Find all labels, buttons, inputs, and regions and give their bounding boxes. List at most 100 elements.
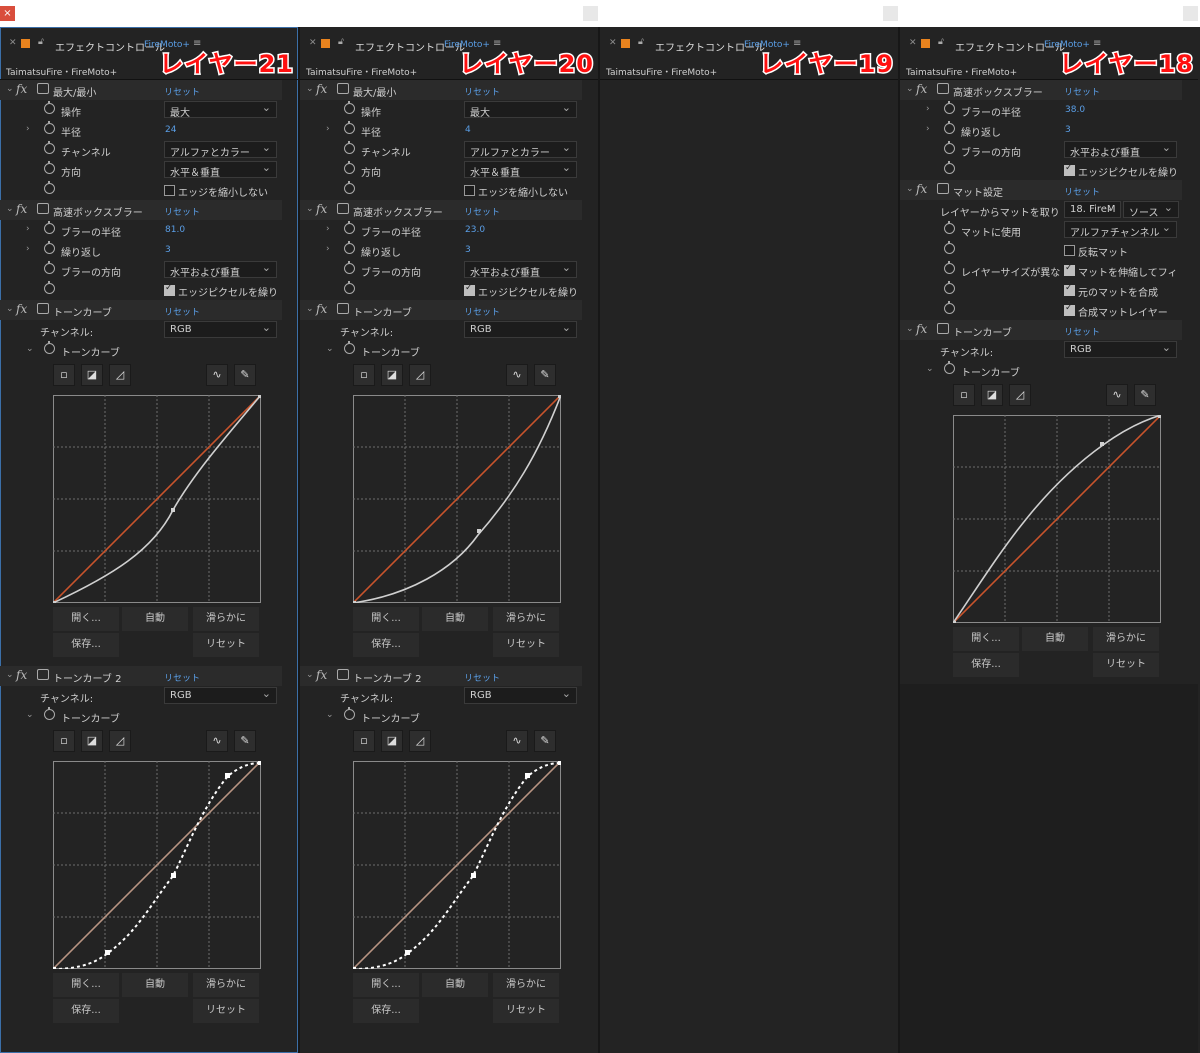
chevron-down-icon[interactable]: ⌄	[906, 324, 914, 334]
fx-icon[interactable]: fx	[16, 302, 28, 316]
stopwatch-icon[interactable]	[344, 101, 355, 114]
stopwatch-icon[interactable]	[44, 161, 55, 174]
size-large-icon[interactable]: ◿	[409, 364, 431, 386]
curves-channel-dropdown[interactable]: RGB	[164, 321, 277, 338]
panel-divider[interactable]	[898, 27, 900, 1053]
effect-curves-2[interactable]: ⌄ fx トーンカーブ 2 リセット	[0, 666, 282, 686]
fx-icon[interactable]: fx	[16, 202, 28, 216]
fx-icon[interactable]: fx	[916, 322, 928, 336]
reset-link[interactable]: リセット	[464, 674, 501, 684]
size-medium-icon[interactable]: ◪	[981, 384, 1003, 406]
curves-auto-button[interactable]: 自動	[122, 607, 188, 631]
curves-save-button[interactable]: 保存...	[53, 633, 119, 657]
stopwatch-icon[interactable]	[944, 161, 955, 174]
curves-open-button[interactable]: 開く...	[53, 973, 119, 997]
blur-radius-value[interactable]: 38.0	[1065, 105, 1086, 115]
blur-direction-dropdown[interactable]: 水平および垂直	[1064, 141, 1177, 159]
curves-channel-dropdown[interactable]: RGB	[164, 687, 277, 704]
reset-link[interactable]: リセット	[1064, 328, 1101, 338]
curves-save-button[interactable]: 保存...	[53, 999, 119, 1023]
chevron-right-icon[interactable]: ›	[326, 224, 330, 234]
channel-dropdown[interactable]: アルファとカラー	[464, 141, 577, 159]
fx-icon[interactable]: fx	[316, 202, 328, 216]
curves-auto-button[interactable]: 自動	[1022, 627, 1088, 651]
size-small-icon[interactable]: ▫	[53, 730, 75, 752]
stopwatch-icon[interactable]	[944, 141, 955, 154]
lock-icon[interactable]: 🔓︎	[938, 37, 944, 47]
curves-reset-button[interactable]: リセット	[493, 999, 559, 1023]
bezier-tool-icon[interactable]: ∿	[506, 364, 528, 386]
chevron-down-icon[interactable]: ⌄	[906, 184, 914, 194]
chevron-right-icon[interactable]: ›	[26, 224, 30, 234]
curves-open-button[interactable]: 開く...	[953, 627, 1019, 651]
chevron-down-icon[interactable]: ⌄	[6, 204, 14, 214]
direction-dropdown[interactable]: 水平＆垂直	[464, 161, 577, 179]
hamburger-menu-icon[interactable]: ≡	[1093, 38, 1102, 49]
bezier-tool-icon[interactable]: ∿	[1106, 384, 1128, 406]
stopwatch-icon[interactable]	[44, 707, 55, 720]
repeat-edge-checkbox[interactable]	[164, 283, 175, 296]
size-small-icon[interactable]: ▫	[53, 364, 75, 386]
stopwatch-icon[interactable]	[44, 181, 55, 194]
close-icon[interactable]: ✕	[909, 38, 917, 48]
chevron-down-icon[interactable]: ⌄	[6, 670, 14, 680]
curves-save-button[interactable]: 保存...	[953, 653, 1019, 677]
stopwatch-icon[interactable]	[944, 121, 955, 134]
curves-save-button[interactable]: 保存...	[353, 633, 419, 657]
effect-curves[interactable]: ⌄ fx トーンカーブ リセット	[300, 300, 582, 320]
stopwatch-icon[interactable]	[44, 281, 55, 294]
size-large-icon[interactable]: ◿	[1009, 384, 1031, 406]
hamburger-menu-icon[interactable]: ≡	[793, 38, 802, 49]
premultiply-checkbox[interactable]	[1064, 303, 1075, 316]
curves-channel-dropdown[interactable]: RGB	[464, 321, 577, 338]
curves-smooth-button[interactable]: 滑らかに	[193, 973, 259, 997]
chevron-right-icon[interactable]: ›	[926, 124, 930, 134]
curve-graph[interactable]	[352, 394, 562, 605]
stopwatch-icon[interactable]	[344, 181, 355, 194]
pencil-tool-icon[interactable]: ✎	[534, 730, 556, 752]
repeat-edge-checkbox[interactable]	[464, 283, 475, 296]
operation-dropdown[interactable]: 最大	[164, 101, 277, 119]
effect-matte[interactable]: ⌄ fx マット設定 リセット	[900, 180, 1182, 200]
stopwatch-icon[interactable]	[944, 241, 955, 254]
stopwatch-icon[interactable]	[344, 707, 355, 720]
curves-open-button[interactable]: 開く...	[353, 973, 419, 997]
stopwatch-icon[interactable]	[44, 241, 55, 254]
chevron-down-icon[interactable]: ⌄	[326, 710, 334, 720]
stopwatch-icon[interactable]	[944, 301, 955, 314]
fx-icon[interactable]: fx	[316, 668, 328, 682]
close-icon[interactable]: ✕	[609, 38, 617, 48]
panel-divider[interactable]	[598, 27, 600, 1053]
blur-direction-dropdown[interactable]: 水平および垂直	[464, 261, 577, 279]
stopwatch-icon[interactable]	[344, 141, 355, 154]
pencil-tool-icon[interactable]: ✎	[234, 364, 256, 386]
chevron-down-icon[interactable]: ⌄	[6, 84, 14, 94]
radius-value[interactable]: 4	[465, 125, 471, 135]
layer-link[interactable]: FireMoto+	[444, 40, 490, 50]
curves-smooth-button[interactable]: 滑らかに	[493, 973, 559, 997]
pencil-tool-icon[interactable]: ✎	[1134, 384, 1156, 406]
curves-reset-button[interactable]: リセット	[1093, 653, 1159, 677]
iterations-value[interactable]: 3	[1065, 125, 1071, 135]
blur-radius-value[interactable]: 23.0	[465, 225, 486, 235]
chevron-down-icon[interactable]: ⌄	[306, 204, 314, 214]
curves-open-button[interactable]: 開く...	[353, 607, 419, 631]
size-small-icon[interactable]: ▫	[353, 730, 375, 752]
curves-auto-button[interactable]: 自動	[122, 973, 188, 997]
size-large-icon[interactable]: ◿	[109, 364, 131, 386]
fx-icon[interactable]: fx	[916, 182, 928, 196]
reset-link[interactable]: リセット	[1064, 88, 1101, 98]
curve-graph[interactable]	[52, 394, 262, 605]
size-medium-icon[interactable]: ◪	[81, 730, 103, 752]
chevron-down-icon[interactable]: ⌄	[26, 710, 34, 720]
size-medium-icon[interactable]: ◪	[381, 364, 403, 386]
curves-reset-button[interactable]: リセット	[193, 633, 259, 657]
fx-icon[interactable]: fx	[916, 82, 928, 96]
bezier-tool-icon[interactable]: ∿	[506, 730, 528, 752]
layer-link[interactable]: FireMoto+	[744, 40, 790, 50]
curves-smooth-button[interactable]: 滑らかに	[193, 607, 259, 631]
fx-icon[interactable]: fx	[16, 668, 28, 682]
stopwatch-icon[interactable]	[44, 221, 55, 234]
stretch-checkbox[interactable]	[1064, 263, 1075, 276]
chevron-down-icon[interactable]: ⌄	[6, 304, 14, 314]
